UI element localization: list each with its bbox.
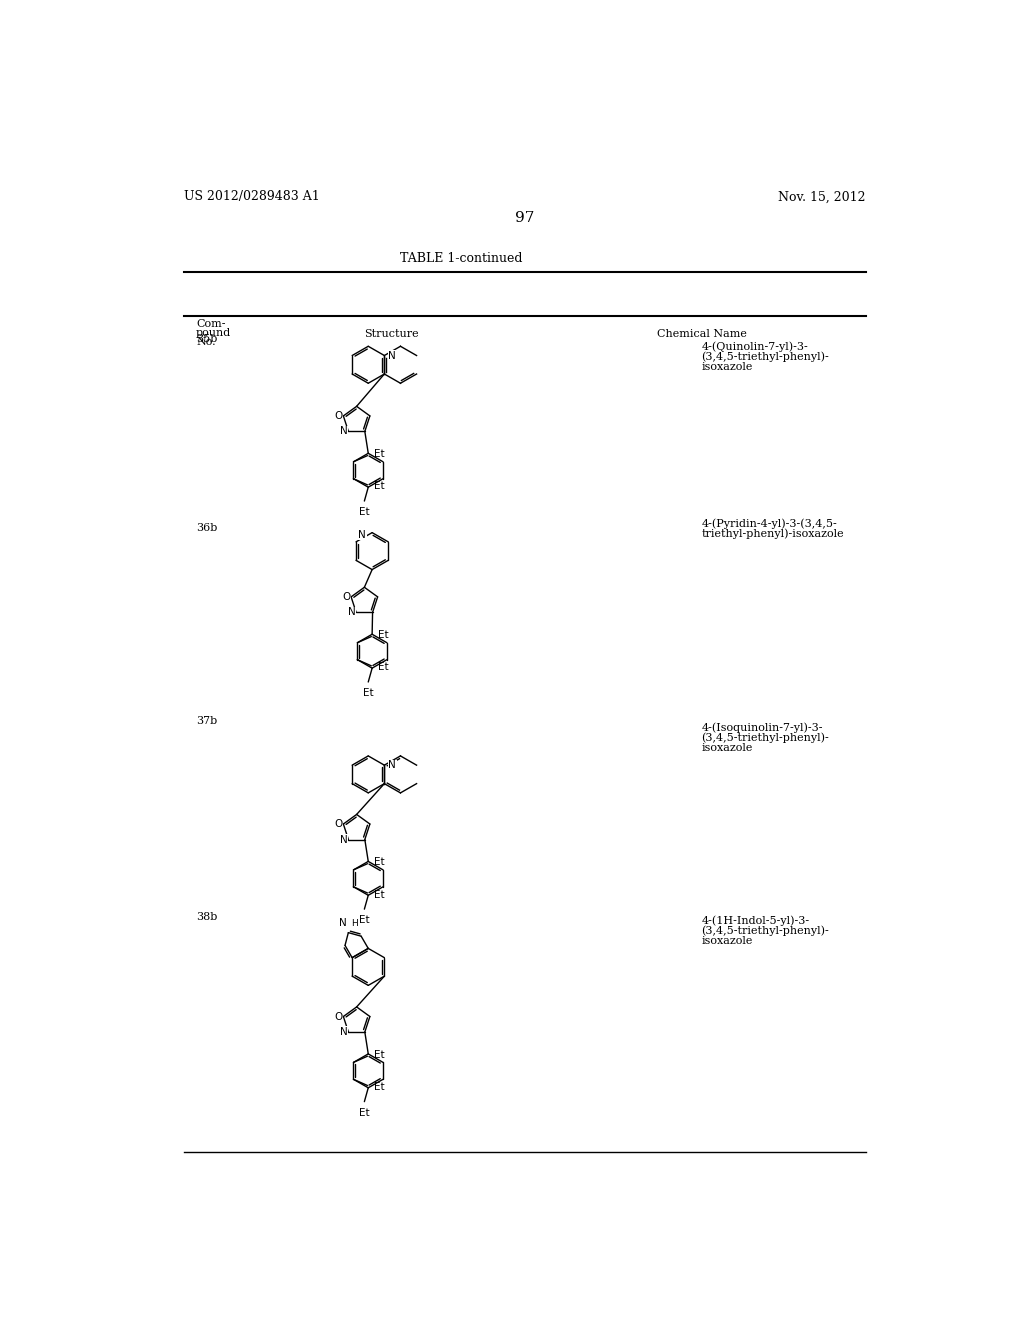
Text: triethyl-phenyl)-isoxazole: triethyl-phenyl)-isoxazole — [701, 529, 844, 540]
Text: N: N — [340, 834, 348, 845]
Text: Nov. 15, 2012: Nov. 15, 2012 — [778, 190, 866, 203]
Text: H: H — [350, 919, 357, 928]
Text: Chemical Name: Chemical Name — [656, 329, 746, 339]
Text: (3,4,5-triethyl-phenyl)-: (3,4,5-triethyl-phenyl)- — [701, 351, 829, 363]
Text: Et: Et — [374, 482, 384, 491]
Text: Et: Et — [378, 663, 388, 672]
Text: 36b: 36b — [197, 523, 217, 533]
Text: O: O — [335, 818, 343, 829]
Text: Et: Et — [374, 890, 384, 899]
Text: 4-(1H-Indol-5-yl)-3-: 4-(1H-Indol-5-yl)-3- — [701, 915, 810, 927]
Text: 4-(Pyridin-4-yl)-3-(3,4,5-: 4-(Pyridin-4-yl)-3-(3,4,5- — [701, 519, 838, 529]
Text: 37b: 37b — [197, 715, 217, 726]
Text: isoxazole: isoxazole — [701, 936, 753, 945]
Text: 4-(Quinolin-7-yl)-3-: 4-(Quinolin-7-yl)-3- — [701, 342, 808, 352]
Text: No.: No. — [197, 338, 216, 347]
Text: N: N — [339, 917, 347, 928]
Text: N: N — [348, 607, 355, 618]
Text: pound: pound — [197, 329, 231, 338]
Text: Et: Et — [378, 630, 388, 640]
Text: O: O — [335, 411, 343, 421]
Text: Et: Et — [362, 688, 374, 698]
Text: N: N — [340, 426, 348, 437]
Text: N: N — [340, 1027, 348, 1038]
Text: Et: Et — [374, 1049, 384, 1060]
Text: Et: Et — [374, 1082, 384, 1092]
Text: isoxazole: isoxazole — [701, 362, 753, 372]
Text: 38b: 38b — [197, 912, 217, 921]
Text: Et: Et — [359, 1107, 370, 1118]
Text: N: N — [388, 351, 396, 360]
Text: (3,4,5-triethyl-phenyl)-: (3,4,5-triethyl-phenyl)- — [701, 733, 829, 743]
Text: 97: 97 — [515, 211, 535, 226]
Text: O: O — [335, 1011, 343, 1022]
Text: O: O — [342, 591, 350, 602]
Text: N: N — [358, 529, 367, 540]
Text: (3,4,5-triethyl-phenyl)-: (3,4,5-triethyl-phenyl)- — [701, 925, 829, 936]
Text: Com-: Com- — [197, 319, 225, 329]
Text: Et: Et — [359, 507, 370, 517]
Text: N: N — [388, 760, 396, 770]
Text: 4-(Isoquinolin-7-yl)-3-: 4-(Isoquinolin-7-yl)-3- — [701, 723, 823, 734]
Text: Et: Et — [374, 449, 384, 459]
Text: 35b: 35b — [197, 334, 217, 345]
Text: US 2012/0289483 A1: US 2012/0289483 A1 — [183, 190, 319, 203]
Text: Structure: Structure — [365, 329, 419, 339]
Text: TABLE 1-continued: TABLE 1-continued — [400, 252, 522, 265]
Text: isoxazole: isoxazole — [701, 743, 753, 754]
Text: Et: Et — [359, 915, 370, 925]
Text: Et: Et — [374, 857, 384, 867]
